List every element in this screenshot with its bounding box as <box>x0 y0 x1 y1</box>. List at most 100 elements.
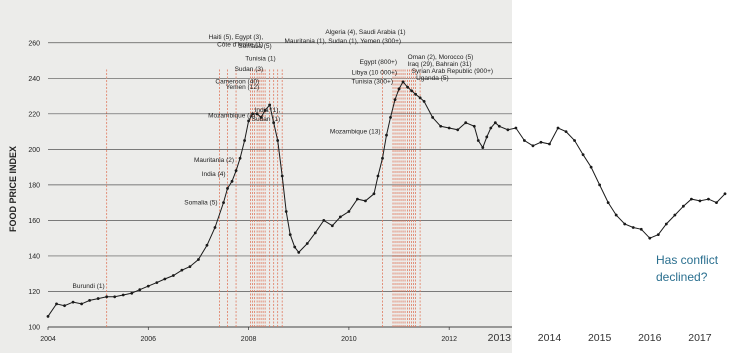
data-point <box>723 192 727 196</box>
data-point <box>431 115 435 119</box>
data-point <box>364 199 367 203</box>
data-point <box>422 99 426 103</box>
x-tick-label: 2013 <box>488 332 512 344</box>
data-point <box>418 96 422 100</box>
data-point <box>573 139 576 142</box>
data-point <box>493 121 497 125</box>
y-tick-label: 140 <box>28 253 40 260</box>
data-point <box>397 87 401 91</box>
conflict-annotations: Burundi (1) Somalia (5) India (4) Mauritani… <box>73 29 494 290</box>
annotation-label: Uganda (5) <box>416 75 449 82</box>
data-point <box>163 277 167 281</box>
y-tick-label: 180 <box>28 182 40 189</box>
data-point <box>464 121 468 125</box>
annotation-label: Cameroon (40) <box>215 79 259 86</box>
data-point <box>268 103 272 107</box>
y-tick-label: 240 <box>28 76 40 83</box>
x-tick-label: 2012 <box>441 336 457 343</box>
data-point <box>531 144 535 148</box>
axis-ticks: 100 120 140 160 180 200 220 240 260 2004 2006 2008 2… <box>28 40 711 344</box>
y-tick-label: 100 <box>28 325 40 332</box>
data-point <box>673 213 677 217</box>
data-point <box>55 302 58 306</box>
data-point <box>251 112 255 116</box>
annotation-label: Mauritania (1), Sudan (1), Yemen (300+) <box>285 38 402 45</box>
data-point <box>96 297 100 300</box>
data-point <box>247 119 250 123</box>
data-point <box>476 139 480 142</box>
data-point <box>255 112 259 116</box>
x-tick-label: 2016 <box>638 332 662 344</box>
data-point <box>514 126 518 130</box>
data-point <box>138 288 142 292</box>
data-point <box>410 89 413 93</box>
annotation-label: Somalia (5) <box>184 199 217 206</box>
data-point <box>389 115 392 119</box>
grid <box>48 42 512 328</box>
data-point <box>648 236 652 240</box>
data-point <box>263 108 267 112</box>
data-point <box>506 128 510 132</box>
data-point <box>523 139 526 142</box>
y-axis-label: FOOD PRICE INDEX <box>8 146 18 232</box>
data-point <box>623 222 627 226</box>
data-point <box>401 80 405 84</box>
data-point <box>230 179 234 183</box>
annotation-label: Tunisia (300+) <box>352 79 394 86</box>
y-tick-label: 260 <box>28 40 40 47</box>
data-point <box>681 204 685 208</box>
annotation-label: Burundi (1) <box>73 283 105 290</box>
data-point <box>272 121 276 125</box>
data-point <box>385 133 388 137</box>
annotation-label: Tunisia (1) <box>245 56 275 63</box>
data-point <box>481 146 485 149</box>
data-point <box>690 197 693 201</box>
annotation-label: Yemen (12) <box>226 84 259 91</box>
data-point <box>598 183 602 187</box>
data-point <box>234 169 238 173</box>
data-point <box>284 210 288 213</box>
data-point <box>664 222 668 226</box>
data-point <box>105 295 109 299</box>
data-point <box>489 126 493 130</box>
data-point <box>639 227 643 231</box>
data-point <box>238 156 242 160</box>
data-point <box>698 199 702 203</box>
data-point <box>146 284 150 288</box>
data-point <box>393 98 397 102</box>
data-point <box>356 197 359 201</box>
annotation-label: Côte d'Ivoire (1) <box>217 41 263 48</box>
annotation-label: Syrian Arab Republic (900+) <box>412 68 493 75</box>
data-point <box>556 126 560 130</box>
data-point <box>656 233 660 237</box>
data-point <box>88 298 92 302</box>
x-tick-label: 2017 <box>688 332 712 344</box>
data-point <box>113 295 117 299</box>
annotation-label: Sudan (3) <box>235 66 264 73</box>
annotation-label: Sudan (1) <box>252 116 281 123</box>
annotation-label: Mozambique (4) <box>208 112 255 119</box>
data-point <box>130 291 134 295</box>
data-point <box>226 187 229 190</box>
data-point <box>472 124 476 128</box>
data-point <box>71 300 75 304</box>
data-point <box>606 201 610 205</box>
data-point <box>631 226 635 229</box>
annotation-label: Iraq (29), Bahrain (31) <box>408 61 472 68</box>
annotation-label: Mozambique (13) <box>330 128 381 135</box>
x-tick-label: 2014 <box>538 332 562 344</box>
data-point <box>548 142 551 146</box>
data-point <box>614 213 618 217</box>
data-point <box>213 226 217 229</box>
data-point <box>414 92 417 96</box>
series-line <box>47 80 726 317</box>
y-tick-label: 120 <box>28 289 40 296</box>
data-point <box>305 242 309 245</box>
annotation-label: Somalia (5) <box>238 43 271 50</box>
data-point <box>46 314 50 318</box>
y-tick-label: 160 <box>28 218 40 225</box>
annotation-label: Mauritania (2) <box>194 157 234 164</box>
data-point <box>63 304 66 308</box>
data-point <box>313 231 317 235</box>
conflict-event-lines <box>106 69 421 327</box>
